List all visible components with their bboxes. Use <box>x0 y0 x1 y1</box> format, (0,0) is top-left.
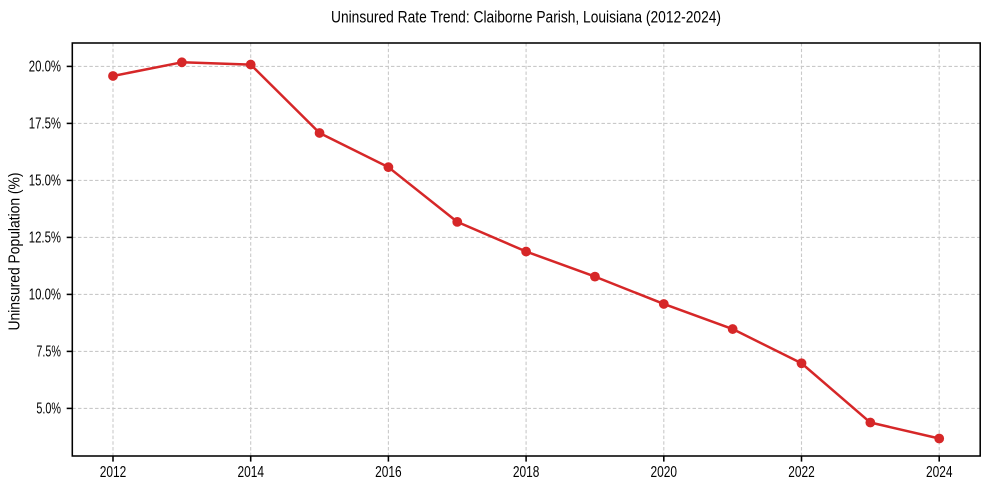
svg-text:15.0%: 15.0% <box>29 173 61 190</box>
svg-text:7.5%: 7.5% <box>36 344 61 361</box>
svg-text:2016: 2016 <box>375 464 402 481</box>
svg-text:2024: 2024 <box>926 464 953 481</box>
svg-text:12.5%: 12.5% <box>29 230 61 247</box>
svg-text:2022: 2022 <box>788 464 815 481</box>
svg-text:2018: 2018 <box>513 464 540 481</box>
svg-text:Uninsured Population (%): Uninsured Population (%) <box>7 173 24 331</box>
svg-text:2014: 2014 <box>237 464 264 481</box>
svg-text:Uninsured Rate Trend: Claiborn: Uninsured Rate Trend: Claiborne Parish, … <box>331 8 721 26</box>
svg-text:20.0%: 20.0% <box>29 59 61 76</box>
svg-text:17.5%: 17.5% <box>29 116 61 133</box>
svg-text:2012: 2012 <box>100 464 127 481</box>
svg-text:5.0%: 5.0% <box>36 401 61 418</box>
svg-text:2020: 2020 <box>651 464 678 481</box>
svg-text:10.0%: 10.0% <box>29 287 61 304</box>
